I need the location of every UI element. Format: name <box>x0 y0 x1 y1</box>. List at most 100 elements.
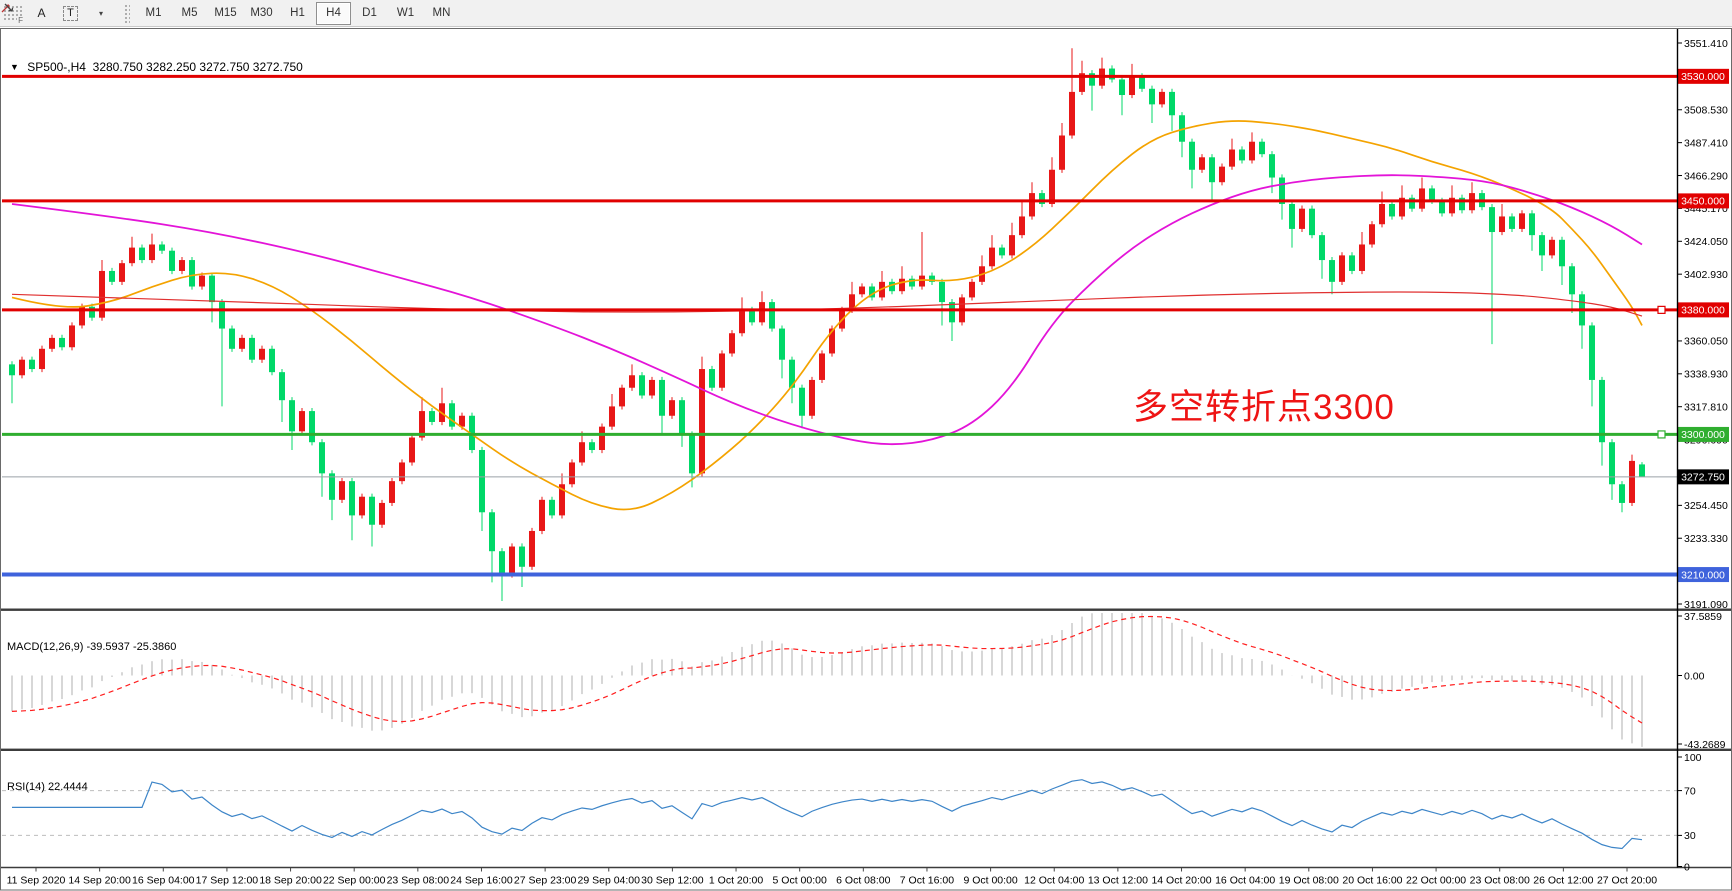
time-axis-label[interactable]: 24 Sep 16:00 <box>450 875 513 887</box>
candle-bullish <box>239 337 245 349</box>
candle-bearish <box>1589 325 1595 380</box>
candle-bearish <box>29 359 35 370</box>
candle-bearish <box>1269 154 1275 178</box>
candle-bullish <box>1029 193 1035 217</box>
time-axis-label[interactable]: 14 Oct 20:00 <box>1151 875 1211 887</box>
candle-bullish <box>339 481 345 500</box>
time-axis-label[interactable]: 23 Oct 08:00 <box>1470 875 1530 887</box>
candle-bearish <box>1559 239 1565 267</box>
candle-bearish <box>1169 91 1175 116</box>
candle-bearish <box>1039 193 1045 205</box>
candle-bullish <box>19 359 25 376</box>
candle-bullish <box>1069 91 1075 136</box>
timeframe-button-d1[interactable]: D1 <box>362 7 377 19</box>
candle-bearish <box>1599 379 1605 443</box>
candle-bullish <box>989 247 995 267</box>
candle-bullish <box>859 286 865 295</box>
cursor-tool-button[interactable]: ▾ <box>1 2 113 25</box>
candle-bullish <box>809 379 815 416</box>
level-handle-3380.000[interactable] <box>1657 305 1666 314</box>
candle-bearish <box>159 244 165 251</box>
time-axis-label[interactable]: 13 Oct 12:00 <box>1088 875 1148 887</box>
candle-bearish <box>189 260 195 287</box>
candle-bullish <box>149 244 155 261</box>
chart-canvas[interactable]: 3551.4103508.5303487.4103466.2903445.170… <box>0 28 1732 891</box>
candle-bearish <box>289 400 295 432</box>
candle-bullish <box>699 369 705 474</box>
timeframe-group-handle[interactable] <box>123 3 130 23</box>
candle-bullish <box>579 442 585 463</box>
time-axis-label[interactable]: 18 Sep 20:00 <box>259 875 322 887</box>
candle-bearish <box>1529 213 1535 236</box>
timeframe-button-h1[interactable]: H1 <box>290 7 305 19</box>
candle-bullish <box>919 275 925 287</box>
candle-bearish <box>1509 216 1515 229</box>
text-box-tool-button[interactable]: T <box>57 2 84 25</box>
time-axis-label[interactable]: 6 Oct 08:00 <box>836 875 890 887</box>
time-axis-label[interactable]: 19 Oct 08:00 <box>1279 875 1339 887</box>
candle-bearish <box>1439 200 1445 214</box>
rsi-panel-separator[interactable] <box>1 748 1731 751</box>
timeframe-button-h4[interactable]: H4 <box>316 1 351 25</box>
candle-bullish <box>1079 73 1085 92</box>
time-axis-label[interactable]: 29 Sep 04:00 <box>578 875 641 887</box>
time-axis-label[interactable]: 5 Oct 00:00 <box>773 875 827 887</box>
time-axis-label[interactable]: 26 Oct 12:00 <box>1533 875 1593 887</box>
time-axis-label[interactable]: 14 Sep 20:00 <box>68 875 131 887</box>
time-axis-label[interactable]: 27 Oct 20:00 <box>1597 875 1657 887</box>
time-axis-label[interactable]: 16 Sep 04:00 <box>132 875 195 887</box>
price-axis-label: 3402.930 <box>1684 269 1728 281</box>
time-axis-label[interactable]: 22 Sep 00:00 <box>323 875 386 887</box>
ma-red-flat-line <box>11 291 1643 317</box>
macd-signal-line <box>11 615 1643 724</box>
candle-bullish <box>69 325 75 348</box>
price-axis-label: 3487.410 <box>1684 137 1728 149</box>
candle-bullish <box>389 481 395 503</box>
time-axis-label[interactable]: 16 Oct 04:00 <box>1215 875 1275 887</box>
timeframe-button-m15[interactable]: M15 <box>214 7 237 19</box>
time-axis-label[interactable]: 23 Sep 08:00 <box>387 875 450 887</box>
timeframe-button-m5[interactable]: M5 <box>181 7 198 19</box>
toolbar-drag-handle[interactable]: F <box>2 4 24 25</box>
level-3450.000-label: 3450.000 <box>1681 196 1725 208</box>
candle-bearish <box>1089 73 1095 86</box>
candle-bearish <box>1149 88 1155 105</box>
candle-bearish <box>329 473 335 500</box>
time-axis-label[interactable]: 9 Oct 00:00 <box>963 875 1017 887</box>
time-axis-label[interactable]: 27 Sep 23:00 <box>514 875 577 887</box>
timeframe-button-m30[interactable]: M30 <box>250 7 273 19</box>
candle-bearish <box>1309 208 1315 236</box>
candle-bullish <box>79 306 85 326</box>
time-axis-label[interactable]: 17 Sep 12:00 <box>196 875 259 887</box>
candle-bullish <box>559 484 565 516</box>
candle-bullish <box>729 333 735 354</box>
time-axis-label[interactable]: 7 Oct 16:00 <box>900 875 954 887</box>
time-axis-label[interactable]: 11 Sep 2020 <box>7 875 66 887</box>
text-label-tool-button[interactable]: A <box>37 6 46 20</box>
candle-bearish <box>1139 76 1145 89</box>
level-handle-3300.000[interactable] <box>1657 430 1666 439</box>
rsi-line <box>12 779 1643 850</box>
timeframe-button-m1[interactable]: M1 <box>145 7 162 19</box>
candle-bullish <box>539 499 545 531</box>
candle-bullish <box>129 247 135 264</box>
candle-bullish <box>1249 141 1255 161</box>
time-axis-label[interactable]: 1 Oct 20:00 <box>709 875 763 887</box>
collapse-arrow-icon[interactable]: ▼ <box>10 62 19 72</box>
candle-bullish <box>379 502 385 525</box>
candle-bullish <box>359 496 365 516</box>
candle-bearish <box>1609 442 1615 485</box>
candle-bearish <box>909 278 915 287</box>
timeframe-button-w1[interactable]: W1 <box>396 7 415 19</box>
timeframe-button-mn[interactable]: MN <box>432 7 451 19</box>
candle-bearish <box>369 496 375 525</box>
chart-annotation-text[interactable]: 多空转折点3300 <box>1133 388 1395 427</box>
time-axis-label[interactable]: 30 Sep 12:00 <box>641 875 704 887</box>
candle-bullish <box>529 530 535 567</box>
time-axis-label[interactable]: 20 Oct 16:00 <box>1342 875 1402 887</box>
macd-panel-separator[interactable] <box>1 608 1731 611</box>
candle-bearish <box>1119 79 1125 96</box>
time-axis-label[interactable]: 22 Oct 00:00 <box>1406 875 1466 887</box>
time-axis-label[interactable]: 12 Oct 04:00 <box>1024 875 1084 887</box>
chart-window: 3551.410 3508.530 3487.410 3466.290 3445.170… <box>0 27 1732 891</box>
